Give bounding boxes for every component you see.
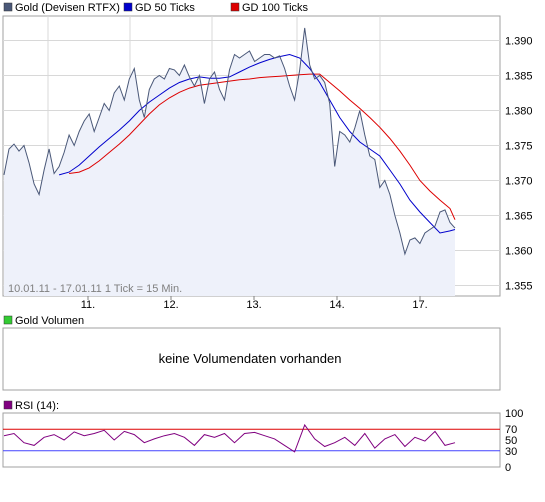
gd50-line: [58, 53, 456, 234]
price-x-tick-label: 13.: [246, 299, 261, 311]
price-y-tick-label: 1.365: [505, 211, 533, 223]
price-x-tick-label: 17.: [412, 299, 427, 311]
price-panel: Gold (Devisen RTFX) GD 50 Ticks GD 100 T…: [2, 2, 533, 311]
price-legend-label-gd100: GD 100 Ticks: [242, 2, 309, 14]
price-area-fill: [4, 27, 455, 297]
volume-legend-swatch: [3, 315, 13, 325]
volume-panel: Gold Volumen keine Volumendaten vorhande…: [2, 315, 501, 391]
price-y-tick-label: 1.390: [505, 36, 533, 48]
price-x-tick-label: 12.: [163, 299, 178, 311]
price-x-tick-label: 14.: [329, 299, 344, 311]
price-legend-label-gd50: GD 50 Ticks: [135, 2, 195, 14]
price-y-tick-label: 1.380: [505, 106, 533, 118]
rsi-y-tick-label: 50: [505, 435, 517, 447]
gd100-line: [69, 73, 456, 220]
rsi-y-tick-label: 30: [505, 446, 517, 458]
price-y-tick-label: 1.355: [505, 281, 533, 293]
price-y-tick-labels: 1.390 1.385 1.380 1.375 1.370 1.365 1.360 1.355: [505, 36, 533, 293]
price-legend-label-gold: Gold (Devisen RTFX): [15, 2, 120, 14]
price-legend-swatch-gd50: [123, 2, 133, 12]
price-y-tick-label: 1.360: [505, 246, 533, 258]
price-line: [3, 27, 456, 256]
price-x-tick-label: 11.: [81, 299, 95, 311]
price-x-tick-labels: 11. 12. 13. 14. 17.: [81, 296, 428, 311]
price-legend-swatch-gold: [3, 2, 13, 12]
volume-no-data-message: keine Volumendaten vorhanden: [159, 351, 342, 366]
price-y-tick-label: 1.385: [505, 71, 533, 83]
rsi-legend-label: RSI (14):: [15, 400, 59, 412]
rsi-y-tick-label: 0: [505, 462, 511, 474]
rsi-legend-swatch: [3, 400, 13, 410]
price-y-tick-label: 1.375: [505, 141, 533, 153]
rsi-y-tick-label: 100: [505, 408, 523, 420]
price-y-tick-label: 1.370: [505, 176, 533, 188]
volume-plot-frame: [2, 327, 501, 391]
rsi-y-tick-label: 70: [505, 424, 517, 436]
price-footnote: 10.01.11 - 17.01.11 1 Tick = 15 Min.: [8, 283, 182, 295]
rsi-plot-frame: [2, 412, 501, 468]
price-legend-swatch-gd100: [230, 2, 240, 12]
volume-legend-label: Gold Volumen: [15, 315, 84, 327]
rsi-line: [3, 423, 456, 453]
